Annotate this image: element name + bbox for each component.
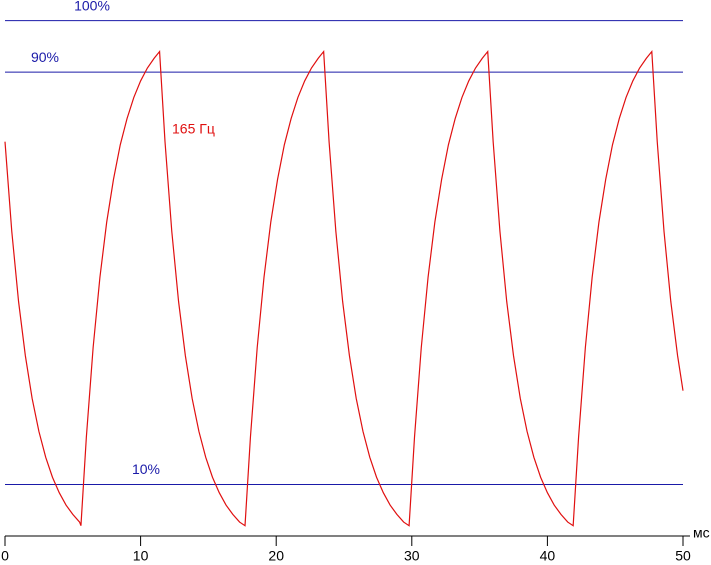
x-tick-label: 20: [268, 548, 284, 564]
x-tick-label: 10: [133, 548, 149, 564]
x-tick-label: 0: [1, 548, 9, 564]
x-tick-label: 30: [404, 548, 420, 564]
x-axis-label: мс: [693, 525, 710, 541]
x-tick-label: 40: [540, 548, 556, 564]
x-tick-label: 50: [675, 548, 691, 564]
reference-label: 100%: [74, 0, 110, 13]
reference-label: 10%: [132, 461, 160, 477]
reference-label: 90%: [31, 49, 59, 65]
series-line: [4, 49, 684, 527]
annotation: 165 Гц: [172, 121, 215, 137]
